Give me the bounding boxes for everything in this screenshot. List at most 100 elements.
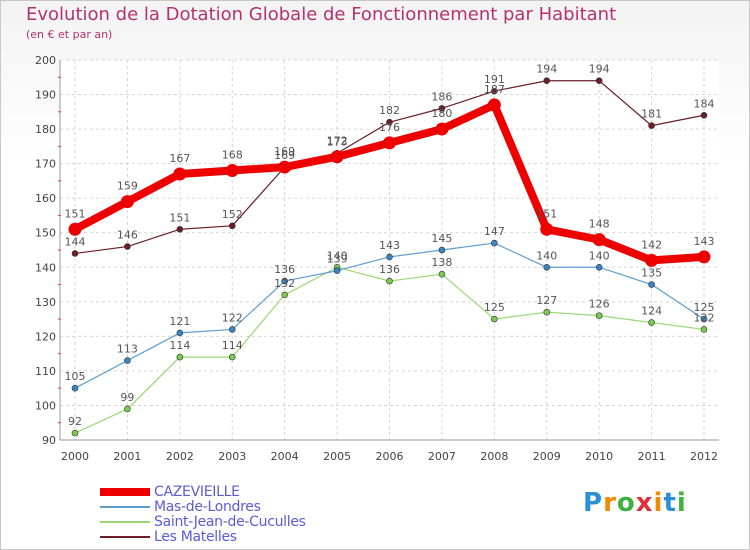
data-label-saint-jean-de-cuculles: 114 — [169, 339, 190, 352]
data-point-mas-de-londres — [543, 263, 551, 271]
data-label-cazevieille: 143 — [694, 235, 715, 248]
legend-swatch — [100, 487, 150, 496]
data-point-saint-jean-de-cuculles — [438, 270, 446, 278]
logo-letter: o — [616, 488, 636, 518]
legend-swatch — [100, 520, 150, 523]
data-label-les-matelles: 146 — [117, 229, 138, 242]
legend-item: Mas-de-Londres — [100, 498, 306, 515]
data-label-saint-jean-de-cuculles: 125 — [484, 301, 505, 314]
data-point-mas-de-londres — [71, 384, 79, 392]
y-tick-label: 140 — [35, 261, 56, 274]
x-tick-label: 2009 — [533, 450, 561, 463]
x-tick-label: 2007 — [428, 450, 456, 463]
logo-letter: P — [583, 488, 604, 518]
data-label-mas-de-londres: 143 — [379, 239, 400, 252]
data-label-cazevieille: 180 — [431, 107, 452, 120]
data-label-saint-jean-de-cuculles: 132 — [274, 277, 295, 290]
data-label-mas-de-londres: 135 — [641, 267, 662, 280]
data-label-les-matelles: 191 — [484, 73, 505, 86]
data-point-saint-jean-de-cuculles — [595, 312, 603, 319]
legend-label: CAZEVIEILLE — [154, 483, 240, 500]
data-point-saint-jean-de-cuculles — [543, 308, 551, 316]
data-point-mas-de-londres — [228, 326, 236, 333]
data-point-saint-jean-de-cuculles — [71, 429, 79, 437]
data-point-saint-jean-de-cuculles — [386, 277, 393, 285]
data-point-cazevieille — [330, 150, 344, 164]
data-point-les-matelles — [700, 111, 708, 119]
data-label-cazevieille: 142 — [641, 238, 662, 251]
data-label-saint-jean-de-cuculles: 127 — [536, 294, 557, 307]
data-label-saint-jean-de-cuculles: 140 — [327, 249, 348, 262]
data-point-mas-de-londres — [595, 263, 603, 271]
data-label-cazevieille: 148 — [589, 218, 610, 231]
x-tick-label: 2011 — [638, 450, 666, 463]
y-tick-label: 120 — [35, 330, 56, 343]
data-point-mas-de-londres — [648, 281, 655, 288]
data-point-cazevieille — [697, 250, 711, 264]
y-tick-label: 190 — [35, 89, 56, 102]
data-point-les-matelles — [595, 77, 603, 85]
data-label-les-matelles: 151 — [169, 211, 190, 224]
data-label-saint-jean-de-cuculles: 126 — [589, 298, 610, 311]
logo-letter: t — [663, 488, 677, 518]
chart-legend: CAZEVIEILLE Mas-de-Londres Saint-Jean-de-C… — [100, 483, 306, 545]
data-point-saint-jean-de-cuculles — [176, 353, 184, 361]
x-tick-label: 2010 — [585, 450, 613, 463]
data-point-cazevieille — [68, 222, 82, 236]
data-point-les-matelles — [386, 118, 393, 126]
legend-label: Mas-de-Londres — [154, 498, 261, 515]
data-label-cazevieille: 167 — [169, 152, 190, 165]
x-tick-label: 2001 — [113, 450, 141, 463]
legend-label: Les Matelles — [154, 528, 237, 545]
data-point-les-matelles — [648, 122, 655, 129]
chart-title: Evolution de la Dotation Globale de Fonc… — [26, 4, 617, 25]
data-label-mas-de-londres: 145 — [431, 232, 452, 245]
data-label-les-matelles: 181 — [641, 108, 662, 121]
legend-item: Les Matelles — [100, 528, 306, 545]
data-point-cazevieille — [120, 195, 134, 209]
data-point-cazevieille — [225, 164, 239, 178]
legend-item: Saint-Jean-de-Cuculles — [100, 514, 306, 530]
data-label-les-matelles: 144 — [65, 235, 86, 248]
y-tick-label: 180 — [35, 123, 56, 136]
data-label-cazevieille: 169 — [274, 145, 295, 158]
chart-subtitle: (en € et par an) — [26, 28, 113, 41]
logo-letter: i — [653, 488, 664, 518]
data-label-les-matelles: 173 — [327, 135, 348, 148]
y-tick-label: 170 — [35, 158, 56, 171]
data-label-cazevieille: 151 — [536, 207, 557, 220]
data-point-mas-de-londres — [124, 357, 131, 364]
data-label-mas-de-londres: 105 — [65, 370, 86, 383]
x-tick-label: 2005 — [323, 450, 351, 463]
data-point-mas-de-londres — [281, 277, 288, 285]
data-label-les-matelles: 194 — [536, 63, 557, 76]
logo-letter: x — [635, 488, 654, 518]
data-point-les-matelles — [124, 243, 131, 250]
y-tick-label: 150 — [35, 227, 56, 240]
data-point-mas-de-londres — [438, 246, 446, 254]
data-label-les-matelles: 152 — [222, 208, 243, 221]
data-point-saint-jean-de-cuculles — [491, 315, 498, 323]
y-tick-label: 90 — [42, 434, 56, 447]
data-point-mas-de-londres — [176, 329, 184, 337]
data-label-mas-de-londres: 136 — [274, 263, 295, 276]
data-label-mas-de-londres: 121 — [169, 315, 190, 328]
data-point-mas-de-londres — [333, 267, 341, 275]
x-tick-label: 2012 — [690, 450, 718, 463]
data-point-cazevieille — [645, 253, 659, 267]
data-point-les-matelles — [438, 105, 446, 112]
proxiti-logo: Proxiti — [583, 488, 687, 518]
data-label-les-matelles: 194 — [589, 63, 610, 76]
data-point-saint-jean-de-cuculles — [228, 353, 236, 361]
data-label-les-matelles: 186 — [431, 90, 452, 103]
data-point-mas-de-londres — [700, 315, 708, 323]
x-tick-label: 2000 — [61, 450, 89, 463]
data-label-mas-de-londres: 139 — [327, 253, 348, 266]
data-point-mas-de-londres — [386, 253, 393, 261]
legend-item: CAZEVIEILLE — [100, 483, 306, 500]
data-point-cazevieille — [435, 122, 449, 136]
data-label-saint-jean-de-cuculles: 114 — [222, 339, 243, 352]
data-label-saint-jean-de-cuculles: 138 — [431, 256, 452, 269]
data-label-les-matelles: 182 — [379, 104, 400, 117]
